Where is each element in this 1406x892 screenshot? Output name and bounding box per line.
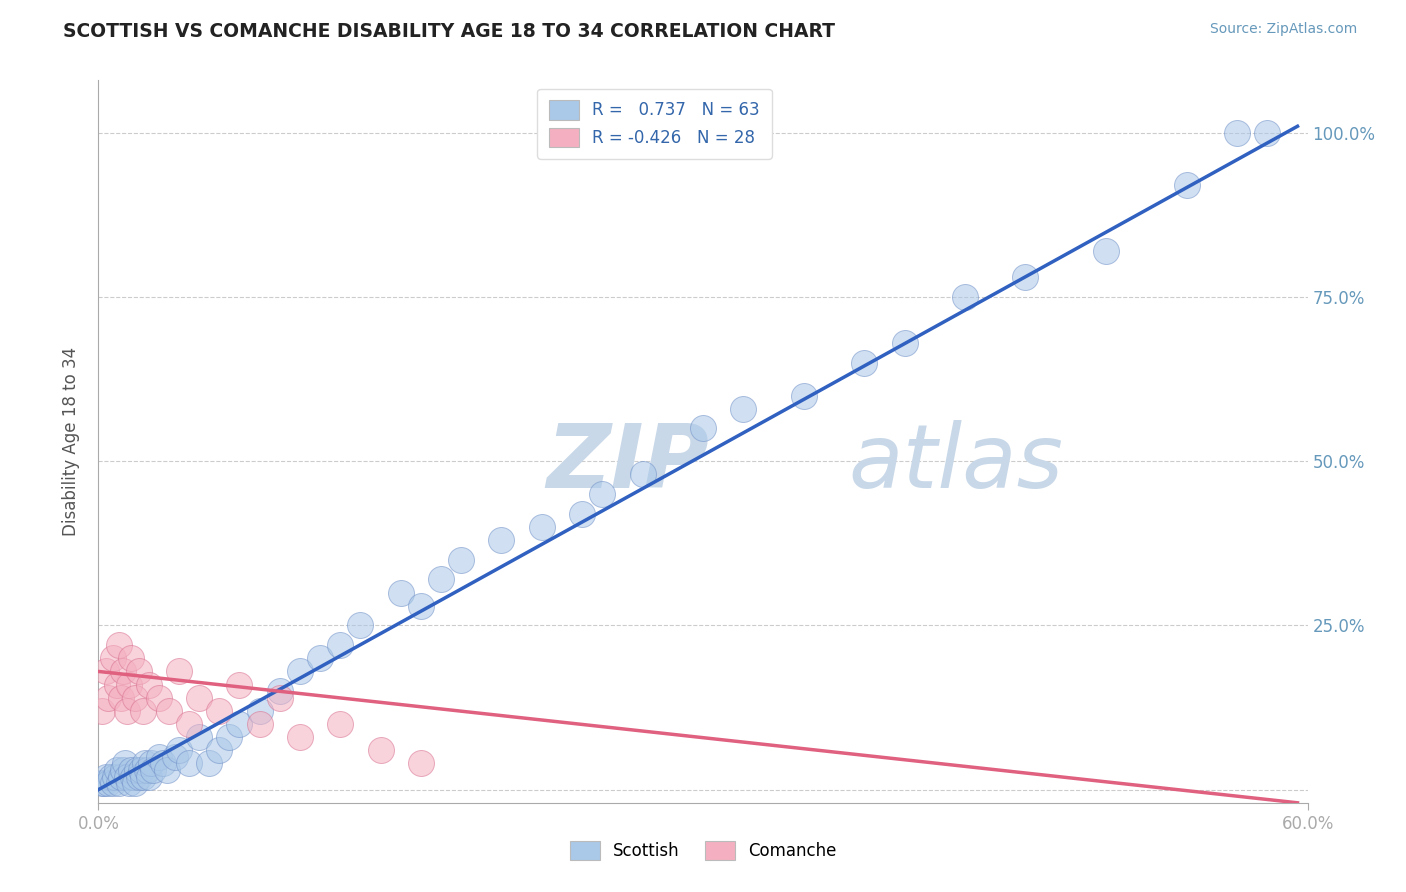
Point: [208, 743, 231, 757]
Point: [1256, 126, 1278, 140]
Point: [167, 743, 190, 757]
Point: [138, 677, 160, 691]
Point: [491, 533, 513, 547]
Point: [733, 401, 755, 416]
Point: [389, 585, 412, 599]
Point: [450, 553, 472, 567]
Point: [329, 717, 352, 731]
Point: [430, 573, 453, 587]
Point: [156, 763, 179, 777]
Point: [409, 756, 432, 771]
Point: [288, 730, 311, 744]
Point: [179, 756, 201, 771]
Point: [101, 776, 124, 790]
Point: [228, 677, 250, 691]
Point: [692, 421, 714, 435]
Point: [329, 638, 352, 652]
Point: [167, 665, 190, 679]
Point: [135, 763, 157, 777]
Point: [134, 756, 156, 771]
Point: [132, 704, 155, 718]
Point: [1226, 126, 1249, 140]
Point: [309, 651, 332, 665]
Point: [118, 677, 141, 691]
Point: [132, 770, 155, 784]
Point: [188, 690, 211, 705]
Point: [269, 684, 291, 698]
Point: [105, 677, 128, 691]
Point: [571, 507, 593, 521]
Point: [1014, 270, 1036, 285]
Point: [179, 717, 201, 731]
Point: [111, 665, 134, 679]
Point: [115, 704, 138, 718]
Point: [124, 690, 146, 705]
Point: [142, 763, 165, 777]
Point: [129, 763, 152, 777]
Point: [148, 749, 170, 764]
Point: [249, 717, 271, 731]
Point: [370, 743, 392, 757]
Point: [288, 665, 311, 679]
Point: [163, 749, 186, 764]
Point: [118, 776, 141, 790]
Point: [157, 704, 180, 718]
Point: [103, 770, 125, 784]
Point: [124, 776, 146, 790]
Point: [138, 770, 160, 784]
Point: [125, 763, 148, 777]
Text: SCOTTISH VS COMANCHE DISABILITY AGE 18 TO 34 CORRELATION CHART: SCOTTISH VS COMANCHE DISABILITY AGE 18 T…: [63, 22, 835, 41]
Point: [218, 730, 240, 744]
Point: [100, 770, 122, 784]
Point: [110, 690, 132, 705]
Point: [188, 730, 211, 744]
Text: Source: ZipAtlas.com: Source: ZipAtlas.com: [1209, 22, 1357, 37]
Y-axis label: Disability Age 18 to 34: Disability Age 18 to 34: [62, 347, 80, 536]
Point: [853, 356, 876, 370]
Point: [148, 690, 170, 705]
Point: [208, 704, 231, 718]
Point: [120, 651, 142, 665]
Point: [110, 770, 132, 784]
Point: [114, 756, 136, 771]
Legend: Scottish, Comanche: Scottish, Comanche: [562, 834, 844, 867]
Point: [101, 651, 124, 665]
Point: [107, 776, 129, 790]
Point: [409, 599, 432, 613]
Point: [128, 770, 150, 784]
Point: [107, 638, 129, 652]
Point: [893, 336, 915, 351]
Point: [1175, 178, 1198, 193]
Point: [97, 776, 120, 790]
Point: [349, 618, 371, 632]
Point: [128, 665, 150, 679]
Point: [91, 704, 114, 718]
Point: [198, 756, 221, 771]
Point: [631, 467, 654, 482]
Point: [269, 690, 291, 705]
Text: atlas: atlas: [848, 420, 1063, 507]
Text: ZIP: ZIP: [546, 420, 709, 507]
Point: [139, 756, 162, 771]
Point: [249, 704, 271, 718]
Point: [591, 487, 613, 501]
Point: [115, 770, 138, 784]
Point: [793, 388, 815, 402]
Point: [530, 520, 553, 534]
Point: [93, 776, 115, 790]
Point: [1095, 244, 1118, 258]
Point: [96, 665, 118, 679]
Point: [96, 770, 118, 784]
Point: [953, 290, 976, 304]
Point: [228, 717, 250, 731]
Point: [97, 690, 120, 705]
Point: [111, 763, 134, 777]
Point: [121, 770, 143, 784]
Point: [120, 763, 142, 777]
Point: [91, 776, 114, 790]
Point: [105, 763, 128, 777]
Point: [152, 756, 174, 771]
